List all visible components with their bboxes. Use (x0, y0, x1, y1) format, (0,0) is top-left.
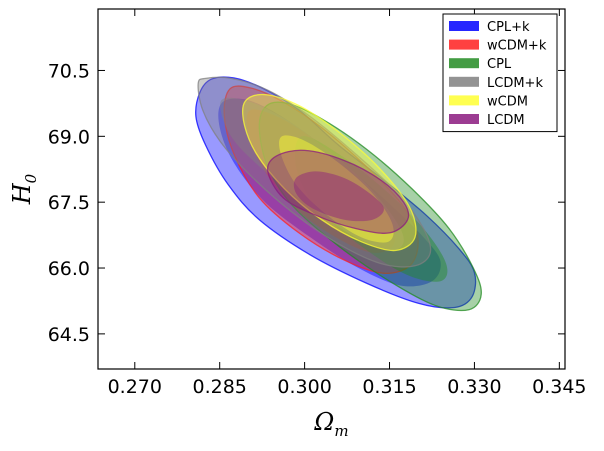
contour-68-lcdm-plus-k (220, 97, 404, 251)
legend-label: wCDM (487, 94, 528, 109)
legend-label: LCDM (487, 113, 525, 128)
contour-68-wcdm-plus-k (246, 109, 396, 253)
series-lcdm-plus-k (197, 76, 432, 268)
legend-label: LCDM+k (487, 76, 543, 91)
x-tick-label: 0.345 (532, 376, 586, 398)
x-tick-label: 0.270 (108, 376, 162, 398)
contour-layer (195, 76, 482, 312)
x-tick-label: 0.315 (362, 376, 416, 398)
contour-68-lcdm (293, 171, 384, 222)
legend-label: wCDM+k (487, 39, 547, 54)
contour-95-wcdm (241, 93, 417, 252)
legend-label: CPL+k (487, 20, 530, 35)
legend-item-cpl: CPL (449, 57, 512, 72)
legend-item-cpl-plus-k: CPL+k (449, 20, 530, 35)
legend-swatch (449, 95, 479, 106)
x-tick-label: 0.330 (447, 376, 501, 398)
y-tick-label: 66.0 (48, 258, 90, 280)
legend-swatch (449, 114, 479, 124)
contour-95-wcdm-plus-k (223, 85, 419, 275)
legend-label: CPL (487, 57, 512, 72)
y-tick-label: 69.0 (48, 126, 90, 148)
legend-item-wcdm-plus-k: wCDM+k (449, 39, 547, 54)
legend-swatch (449, 39, 479, 50)
legend-item-lcdm: LCDM (449, 113, 525, 128)
legend-swatch (449, 58, 479, 69)
y-axis-subscript: 0 (22, 173, 40, 183)
y-tick-label: 64.5 (48, 324, 90, 346)
series-wcdm (241, 93, 417, 252)
contour-95-cpl (258, 101, 482, 312)
x-axis-subscript: m (334, 422, 348, 440)
x-tick-label: 0.300 (277, 376, 331, 398)
contour-95-lcdm-plus-k (197, 76, 432, 268)
y-tick-label: 70.5 (48, 60, 90, 82)
series-wcdm-plus-k (223, 85, 419, 275)
x-axis-title: Ωm (313, 408, 348, 440)
series-lcdm (266, 149, 410, 234)
legend-swatch (449, 21, 479, 31)
y-axis-title: H0 (8, 173, 40, 205)
tick-layer: 0.270 0.285 0.300 0.315 0.330 0.345 64.5 66.0 67… (48, 9, 587, 398)
legend-box (442, 13, 558, 133)
legend-item-lcdm-plus-k: LCDM+k (449, 76, 543, 91)
contour-95-lcdm (266, 149, 410, 234)
x-axis-symbol: Ω (313, 408, 334, 436)
legend-item-wcdm: wCDM (449, 94, 528, 109)
contour-68-cpl-plus-k (218, 98, 441, 287)
legend-swatch (449, 76, 479, 87)
x-tick-label: 0.285 (192, 376, 246, 398)
contour-68-wcdm (279, 135, 394, 243)
plot-frame (97, 8, 566, 370)
y-axis-symbol: H (8, 182, 36, 205)
legend: CPL+k wCDM+k CPL LCDM+k wCDM LCDM (442, 13, 558, 133)
y-tick-label: 67.5 (48, 192, 90, 214)
